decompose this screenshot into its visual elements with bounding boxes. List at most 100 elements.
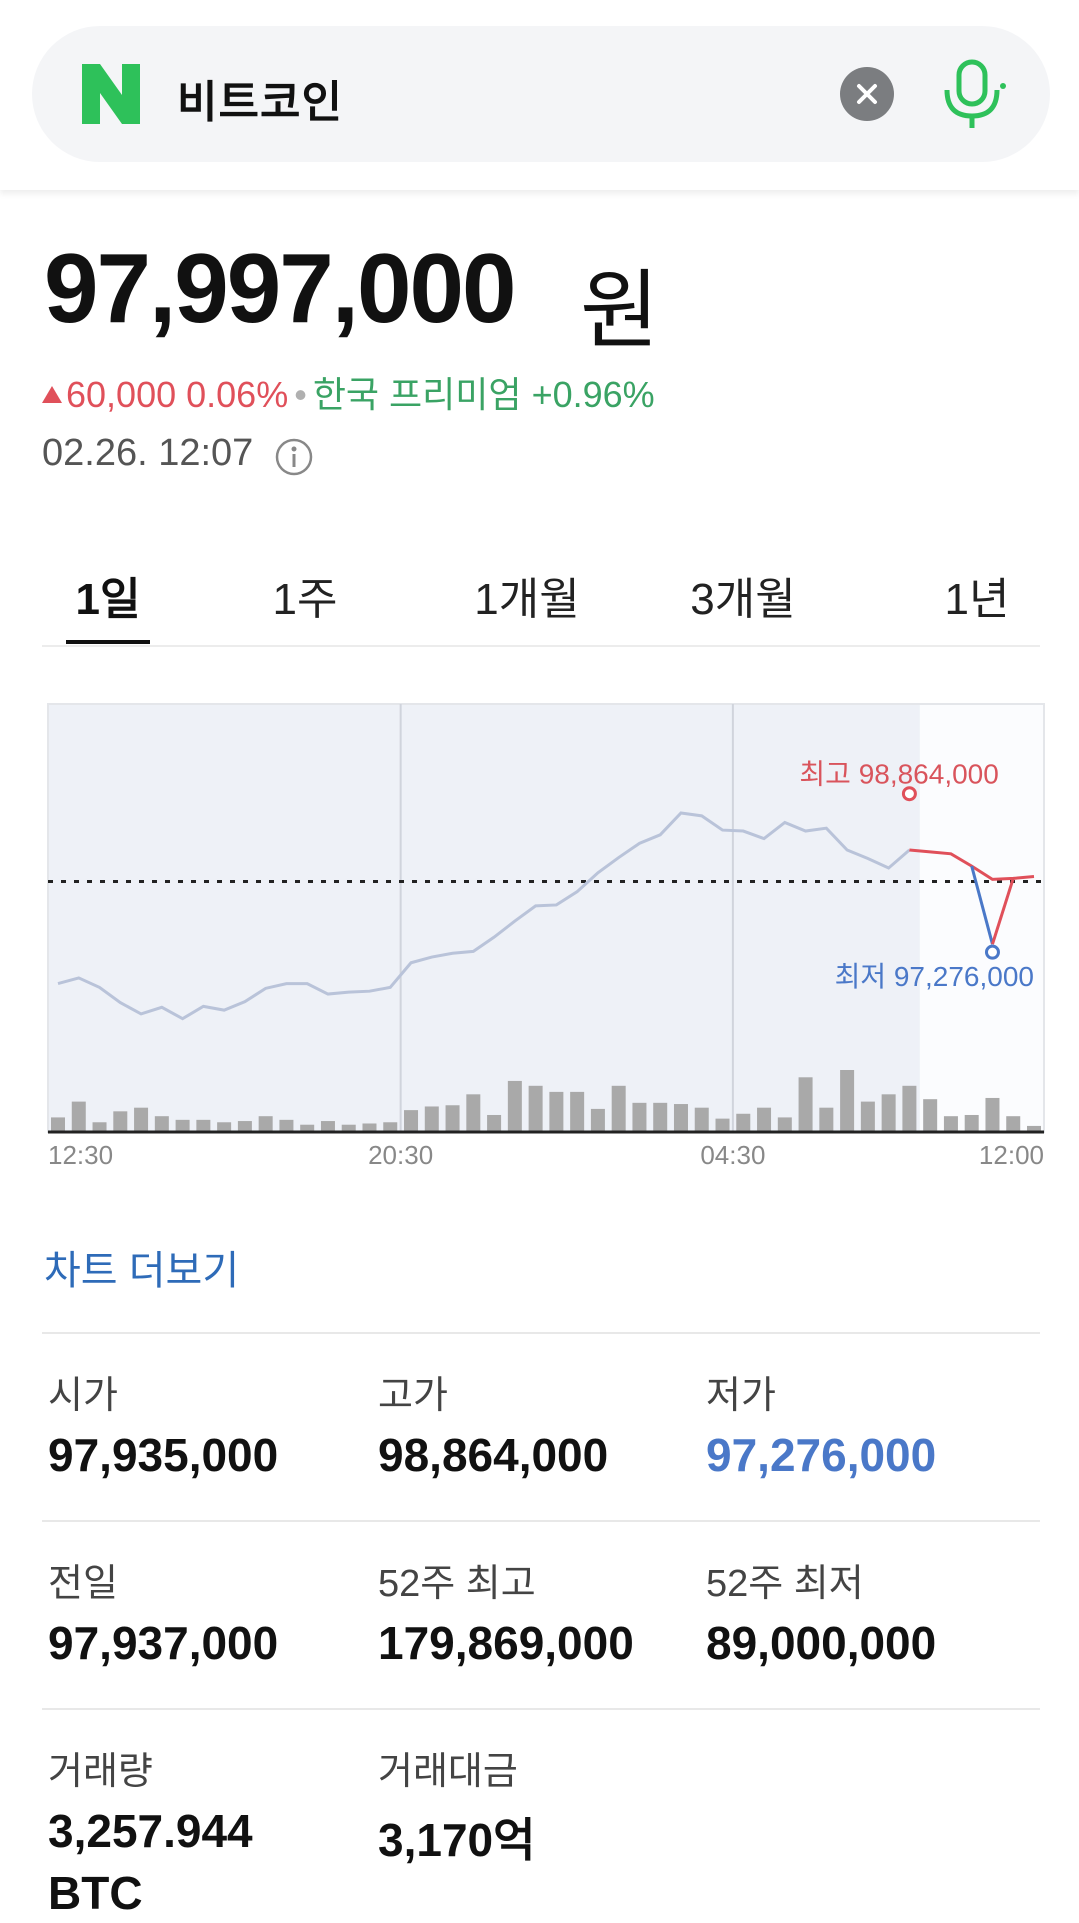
korea-premium-label: 한국 프리미엄 xyxy=(312,374,522,415)
volume-bar xyxy=(445,1105,460,1132)
volume-bar xyxy=(881,1094,896,1132)
volume-bar xyxy=(1006,1116,1021,1132)
stat-volume-unit: BTC xyxy=(48,1867,143,1919)
volume-bar xyxy=(798,1077,813,1132)
volume-bar xyxy=(736,1113,751,1132)
stat-high-value: 98,864,000 xyxy=(378,1429,609,1481)
volume-bar xyxy=(196,1119,211,1132)
tab-1-year[interactable]: 1년 xyxy=(944,575,1010,624)
volume-bar xyxy=(362,1123,377,1132)
volume-bar xyxy=(134,1107,149,1132)
stat-52w-low-value: 89,000,000 xyxy=(706,1617,937,1669)
low-annotation: 최저 97,276,000 xyxy=(835,961,1034,992)
volume-bar xyxy=(383,1122,398,1132)
stat-volume-label: 거래량 xyxy=(48,1751,153,1793)
x-tick-label: 12:00 xyxy=(979,1140,1044,1170)
info-icon[interactable] xyxy=(274,437,314,477)
up-arrow-icon xyxy=(42,386,62,403)
volume-bar xyxy=(217,1122,232,1132)
volume-bar xyxy=(860,1101,875,1132)
volume-bar xyxy=(777,1117,792,1132)
volume-bar xyxy=(300,1124,315,1132)
volume-bar xyxy=(279,1119,294,1132)
volume-bar xyxy=(320,1121,335,1132)
volume-bar xyxy=(549,1091,564,1132)
stat-volume-value: 3,257.944 xyxy=(48,1805,253,1857)
volume-bar xyxy=(487,1114,502,1132)
volume-bar xyxy=(902,1085,917,1132)
separator-dot: • xyxy=(294,374,307,415)
microphone-icon[interactable] xyxy=(937,56,1007,132)
search-header: 비트코인 xyxy=(0,0,1079,190)
price-line xyxy=(57,811,911,1021)
x-tick-label: 20:30 xyxy=(368,1140,433,1170)
volume-bar xyxy=(715,1118,730,1132)
volume-bar xyxy=(466,1094,481,1132)
close-icon xyxy=(857,84,877,104)
period-tabs: 1일 1주 1개월 3개월 1년 xyxy=(42,545,1040,647)
stat-52w-low-label: 52주 최저 xyxy=(706,1563,864,1605)
tab-1-day[interactable]: 1일 xyxy=(75,575,141,624)
volume-bar xyxy=(237,1121,252,1132)
volume-bar xyxy=(570,1091,585,1132)
price-unit: 원 xyxy=(580,263,660,359)
price-chart[interactable]: 최고 98,864,000 최저 97,276,000 12:30 20:30 04:3… xyxy=(0,690,1079,1190)
volume-bar xyxy=(611,1085,626,1132)
volume-bar xyxy=(632,1102,647,1132)
x-tick-label: 04:30 xyxy=(700,1140,765,1170)
divider xyxy=(42,1332,1040,1334)
volume-bar xyxy=(154,1116,169,1132)
stat-52w-high-value: 179,869,000 xyxy=(378,1617,634,1669)
clear-search-button[interactable] xyxy=(840,67,894,121)
volume-bar xyxy=(71,1101,86,1132)
volume-bar xyxy=(985,1097,1000,1132)
volume-bar xyxy=(819,1107,834,1132)
stat-high-label: 고가 xyxy=(378,1375,448,1417)
change-percent: 0.06% xyxy=(186,374,289,415)
quote-timestamp: 02.26. 12:07 xyxy=(42,432,254,474)
volume-bar xyxy=(175,1119,190,1132)
stat-low-value: 97,276,000 xyxy=(706,1429,937,1481)
volume-bar xyxy=(113,1111,128,1132)
tab-3-months[interactable]: 3개월 xyxy=(690,575,796,624)
volume-bar xyxy=(341,1124,356,1132)
current-price: 97,997,000 xyxy=(44,233,516,343)
change-value: 60,000 xyxy=(66,374,177,415)
stat-trade-value-label: 거래대금 xyxy=(378,1751,518,1793)
volume-bar xyxy=(840,1070,855,1132)
divider xyxy=(42,1708,1040,1710)
stat-open-label: 시가 xyxy=(48,1375,118,1417)
stat-prev-close-label: 전일 xyxy=(48,1563,118,1605)
stat-prev-close-value: 97,937,000 xyxy=(48,1617,279,1669)
high-annotation: 최고 98,864,000 xyxy=(799,759,998,790)
low-marker xyxy=(984,944,1000,960)
volume-bar xyxy=(92,1122,107,1132)
active-tab-indicator xyxy=(66,640,150,644)
volume-bar xyxy=(964,1114,979,1132)
volume-bar xyxy=(404,1110,419,1132)
search-query[interactable]: 비트코인 xyxy=(177,78,343,127)
divider xyxy=(42,1520,1040,1522)
naver-logo-icon[interactable] xyxy=(82,64,140,124)
volume-bar xyxy=(51,1117,65,1132)
volume-bar xyxy=(1027,1125,1041,1132)
volume-bar xyxy=(258,1116,273,1132)
chart-history-shade xyxy=(49,705,920,1131)
stat-52w-high-label: 52주 최고 xyxy=(378,1563,536,1605)
tab-1-month[interactable]: 1개월 xyxy=(474,575,580,624)
low-rebound-line xyxy=(991,877,1015,945)
stat-trade-value-value: 3,170억 xyxy=(378,1814,536,1866)
volume-bar xyxy=(507,1080,522,1132)
low-drop-line xyxy=(970,865,994,945)
volume-bar xyxy=(528,1085,543,1132)
volume-bar xyxy=(673,1104,688,1132)
search-box[interactable]: 비트코인 xyxy=(32,26,1050,162)
korea-premium-value: +0.96% xyxy=(531,374,655,415)
stat-open-value: 97,935,000 xyxy=(48,1429,279,1481)
high-marker xyxy=(901,786,917,802)
volume-bar xyxy=(653,1102,668,1132)
x-tick-label: 12:30 xyxy=(48,1140,113,1170)
volume-bar xyxy=(590,1108,605,1132)
chart-more-link[interactable]: 차트 더보기 xyxy=(44,1249,240,1293)
tab-1-week[interactable]: 1주 xyxy=(272,575,338,624)
